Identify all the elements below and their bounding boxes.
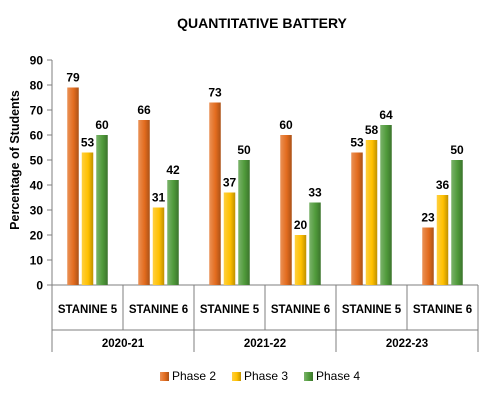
y-tick-label: 40 [30,179,44,193]
legend-swatch [232,372,241,381]
bar-phase-3 [294,235,307,285]
y-axis-label: Percentage of Students [8,90,22,230]
data-label: 50 [450,143,464,157]
bar-phase-3 [152,207,165,285]
data-label: 23 [421,211,435,225]
bar-phase-3 [81,152,94,285]
bar-phase-2 [67,87,79,285]
data-label: 64 [379,108,393,122]
bar-phase-4 [451,160,463,285]
legend-swatch [304,372,313,381]
data-label: 60 [95,118,109,132]
bar-phase-2 [209,102,221,285]
group-label: 2022-23 [386,338,428,350]
bar-phase-4 [96,135,108,285]
data-label: 37 [223,176,237,190]
bar-phase-3 [223,192,236,285]
axes: 0 10 20 30 40 50 60 70 80 90 STANINE 5 STANINE 6 STA… [30,54,479,352]
data-label: 73 [208,86,222,100]
y-tick-label: 50 [30,154,44,168]
bar-phase-2 [138,120,150,285]
x-tick-label: STANINE 5 [58,304,118,316]
data-label: 20 [294,218,308,232]
x-tick-label: STANINE 5 [342,304,402,316]
bar-phase-2 [422,227,434,285]
legend-swatch [160,372,169,381]
bar-phase-4 [238,160,250,285]
y-tick-label: 70 [30,104,44,118]
x-tick-label: STANINE 6 [129,304,188,316]
data-label: 42 [166,163,180,177]
legend: Phase 2 Phase 3 Phase 4 [160,369,360,383]
bars [67,87,463,285]
group-label: 2020-21 [102,338,145,350]
y-tick-label: 80 [30,79,44,93]
x-tick-label: STANINE 6 [413,304,472,316]
bar-phase-4 [380,125,392,285]
data-label: 50 [237,143,251,157]
y-tick-label: 60 [30,129,44,143]
group-label: 2021-22 [244,338,286,350]
y-tick-label: 30 [30,204,44,218]
bar-phase-2 [351,152,363,285]
bar-phase-4 [167,180,179,285]
bar-phase-4 [309,202,321,285]
bar-phase-3 [365,140,378,285]
legend-label: Phase 4 [316,369,360,383]
x-tick-label: STANINE 5 [200,304,260,316]
data-label: 31 [152,191,166,205]
x-tick-label: STANINE 6 [271,304,330,316]
data-label: 79 [66,71,80,85]
legend-label: Phase 2 [172,369,216,383]
data-label: 53 [350,136,364,150]
data-label: 36 [436,178,450,192]
chart-title: QUANTITATIVE BATTERY [177,15,347,31]
y-tick-label: 10 [30,254,44,268]
y-tick-label: 0 [36,279,43,293]
data-label: 33 [308,186,322,200]
bar-phase-3 [436,195,449,285]
y-tick-label: 90 [30,54,44,68]
data-label: 58 [365,123,379,137]
data-label: 66 [137,103,151,117]
bar-phase-2 [280,135,292,285]
legend-label: Phase 3 [244,369,288,383]
data-label: 60 [279,118,293,132]
data-label: 53 [81,136,95,150]
y-tick-label: 20 [30,229,44,243]
